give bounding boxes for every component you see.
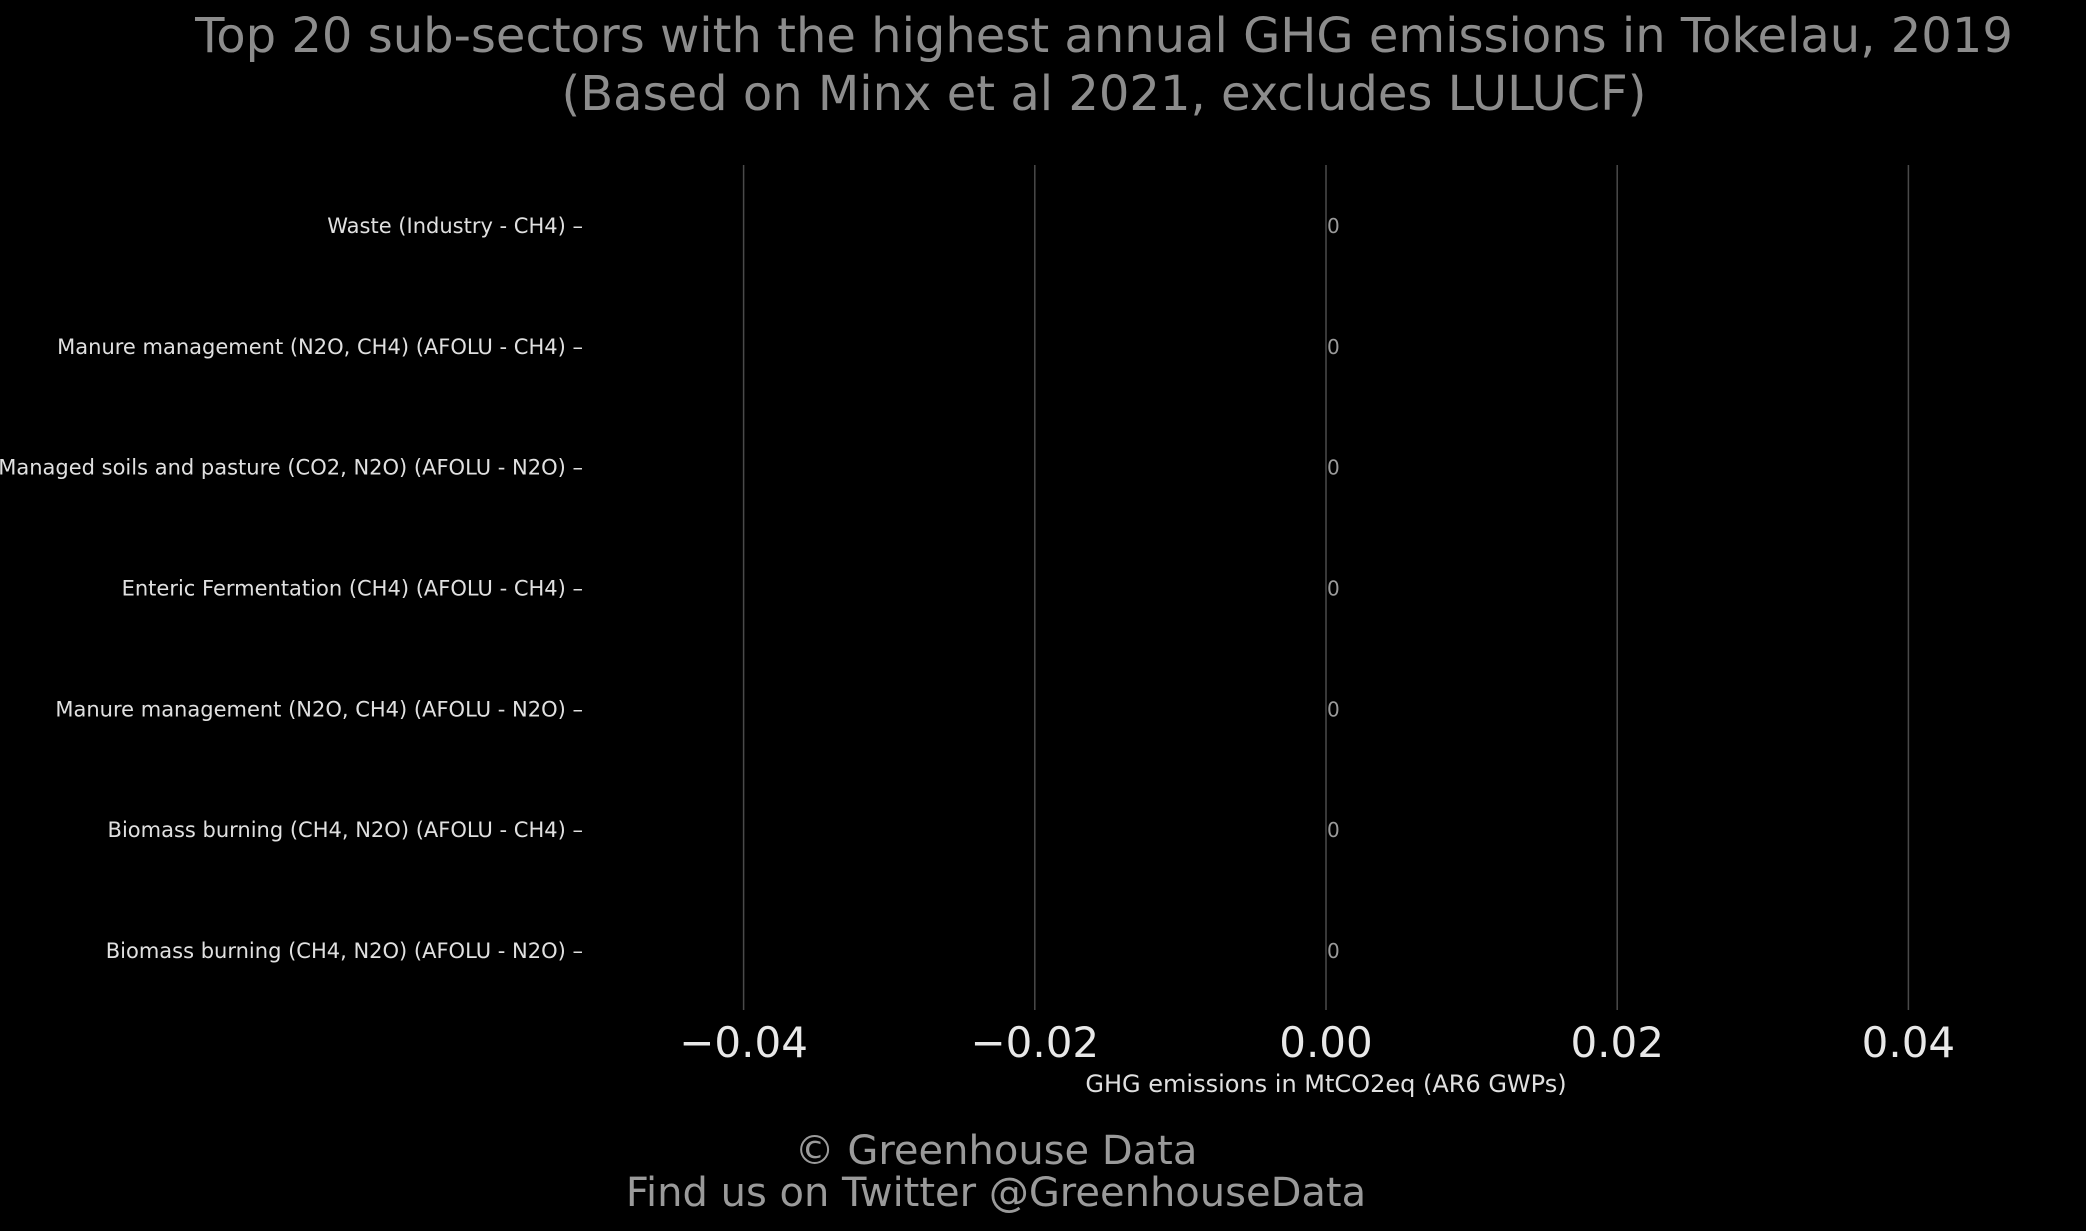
x-axis-label: GHG emissions in MtCO2eq (AR6 GWPs) [1085, 1070, 1566, 1098]
data-label: 0 [1327, 697, 1340, 721]
chart-subtitle: (Based on Minx et al 2021, excludes LULU… [562, 66, 1647, 122]
x-tick-label: 0.00 [1279, 1018, 1373, 1067]
data-label: 0 [1327, 577, 1340, 601]
data-label: 0 [1327, 214, 1340, 238]
x-tick-labels: −0.04 −0.02 0.00 0.02 0.04 [679, 1018, 1955, 1067]
category-label: Manure management (N2O, CH4) (AFOLU - N2… [55, 697, 583, 721]
x-tick-label: 0.02 [1570, 1018, 1664, 1067]
data-label: 0 [1327, 335, 1340, 359]
data-label: 0 [1327, 939, 1340, 963]
data-label: 0 [1327, 456, 1340, 480]
footer-twitter: Find us on Twitter @GreenhouseData [626, 1170, 1366, 1216]
category-labels: Waste (Industry - CH4) – Manure managemen… [0, 214, 583, 963]
footer-copyright: © Greenhouse Data [795, 1128, 1198, 1174]
data-label: 0 [1327, 818, 1340, 842]
x-tick-label: −0.02 [970, 1018, 1099, 1067]
category-label: Enteric Fermentation (CH4) (AFOLU - CH4)… [122, 577, 583, 601]
x-tick-label: −0.04 [679, 1018, 808, 1067]
grid-lines [742, 165, 1910, 1010]
data-labels: 0 0 0 0 0 0 0 [1327, 214, 1340, 963]
category-label: Biomass burning (CH4, N2O) (AFOLU - CH4)… [108, 818, 583, 842]
chart-title: Top 20 sub-sectors with the highest annu… [194, 8, 2013, 64]
x-tick-label: 0.04 [1862, 1018, 1956, 1067]
category-label: Manure management (N2O, CH4) (AFOLU - CH… [57, 335, 583, 359]
category-label: Waste (Industry - CH4) – [327, 214, 583, 238]
category-label: Biomass burning (CH4, N2O) (AFOLU - N2O)… [106, 939, 583, 963]
category-label: Managed soils and pasture (CO2, N2O) (AF… [0, 456, 583, 480]
